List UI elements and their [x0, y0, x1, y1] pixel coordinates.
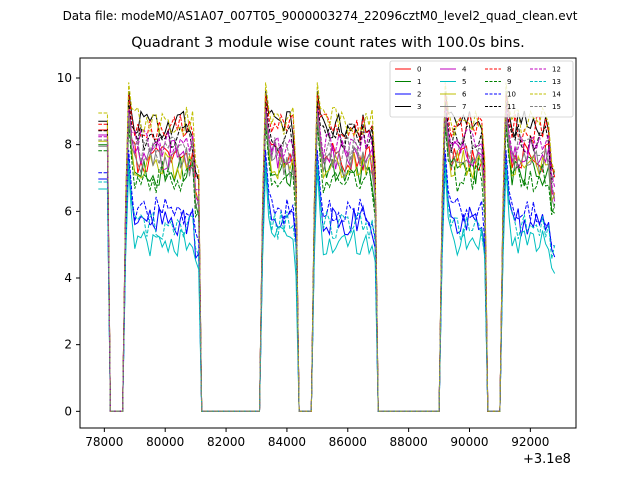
x-axis-offset-label: +3.1e8 [523, 452, 571, 467]
legend-label-14: 14 [552, 91, 561, 99]
y-tick-label: 8 [64, 138, 72, 152]
y-tick-label: 2 [64, 338, 72, 352]
legend-label-9: 9 [507, 78, 511, 86]
legend-label-10: 10 [507, 91, 516, 99]
y-tick-label: 10 [57, 71, 72, 85]
y-tick-label: 0 [64, 404, 72, 418]
x-tick-label: 84000 [268, 435, 306, 449]
series-line-14 [98, 82, 556, 412]
series-line-9 [98, 125, 556, 412]
x-tick-label: 88000 [390, 435, 428, 449]
series-line-2 [98, 157, 556, 412]
legend-label-0: 0 [417, 66, 421, 74]
series-line-6 [98, 114, 556, 412]
y-tick-label: 4 [64, 271, 72, 285]
legend-label-4: 4 [462, 66, 467, 74]
legend-box [389, 60, 574, 118]
legend-label-3: 3 [417, 103, 421, 111]
legend-label-11: 11 [507, 103, 516, 111]
legend-label-15: 15 [552, 103, 561, 111]
x-tick-label: 92000 [511, 435, 549, 449]
series-line-10 [98, 150, 555, 412]
x-tick-label: 86000 [329, 435, 367, 449]
x-axis: 78000 80000 82000 84000 86000 88000 90000 92000 [85, 428, 549, 449]
y-axis: 0 2 4 6 8 10 [57, 71, 80, 418]
axes-frame [79, 57, 577, 429]
y-tick-label: 6 [64, 204, 72, 218]
series-line-0 [98, 102, 555, 412]
series-line-5 [98, 169, 556, 412]
x-tick-label: 82000 [207, 435, 245, 449]
legend-label-7: 7 [462, 103, 466, 111]
x-tick-label: 78000 [85, 435, 123, 449]
legend-label-2: 2 [417, 91, 421, 99]
legend-label-5: 5 [462, 78, 466, 86]
series-line-7 [98, 119, 556, 412]
legend-label-8: 8 [507, 66, 511, 74]
series-line-12 [98, 108, 556, 412]
legend-label-1: 1 [417, 78, 421, 86]
series-line-1 [98, 118, 556, 412]
legend-label-6: 6 [462, 91, 467, 99]
legend-label-13: 13 [552, 78, 561, 86]
x-tick-label: 90000 [450, 435, 488, 449]
chart-title: Quadrant 3 module wise count rates with … [131, 35, 525, 51]
legend-label-12: 12 [552, 66, 561, 74]
series-line-3 [98, 91, 556, 412]
x-tick-label: 80000 [146, 435, 184, 449]
series-line-13 [98, 160, 556, 412]
plot-lines [98, 82, 556, 412]
data-file-label: Data file: modeM0/AS1A07_007T05_90000032… [62, 9, 578, 23]
series-line-15 [98, 112, 556, 412]
